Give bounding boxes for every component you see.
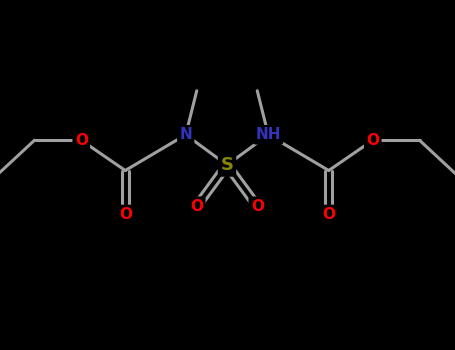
Text: O: O: [251, 199, 264, 214]
Text: O: O: [322, 207, 335, 222]
Text: S: S: [221, 156, 233, 174]
Text: O: O: [366, 133, 379, 148]
Text: O: O: [119, 207, 132, 222]
Text: O: O: [75, 133, 88, 148]
Text: O: O: [190, 199, 203, 214]
Text: NH: NH: [256, 127, 281, 142]
Text: N: N: [179, 127, 192, 142]
